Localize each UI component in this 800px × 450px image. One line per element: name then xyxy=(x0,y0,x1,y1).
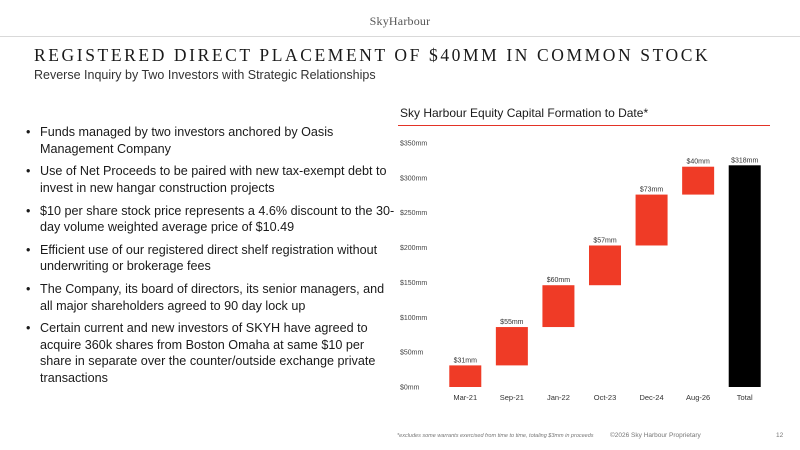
bar-data-label: $40mm xyxy=(686,159,710,166)
bar-data-label: $31mm xyxy=(454,357,478,364)
y-tick-label: $200mm xyxy=(400,245,427,252)
copyright-notice: ©2026 Sky Harbour Proprietary xyxy=(610,432,701,439)
bar-data-label: $318mm xyxy=(731,157,758,164)
waterfall-bar xyxy=(589,245,621,286)
x-tick-label: Mar-21 xyxy=(453,393,477,402)
x-tick-label: Total xyxy=(737,393,753,402)
bullet-item: Certain current and new investors of SKY… xyxy=(24,320,396,386)
footnote: *excludes some warrants exercised from t… xyxy=(397,433,594,439)
waterfall-bar xyxy=(635,194,668,246)
page-subtitle: Reverse Inquiry by Two Investors with St… xyxy=(34,68,376,82)
waterfall-bar xyxy=(542,285,575,328)
chart-title-underline xyxy=(398,125,770,126)
page-title: REGISTERED DIRECT PLACEMENT OF $40MM IN … xyxy=(34,45,711,65)
x-tick-label: Sep-21 xyxy=(500,393,524,402)
bullet-item: Funds managed by two investors anchored … xyxy=(24,124,396,157)
total-bar xyxy=(728,165,761,387)
page-number: 12 xyxy=(776,432,784,439)
bullet-item: Efficient use of our registered direct s… xyxy=(24,242,396,275)
y-tick-label: $350mm xyxy=(400,141,427,148)
y-tick-label: $50mm xyxy=(400,350,424,357)
x-tick-label: Jan-22 xyxy=(547,393,570,402)
bar-data-label: $73mm xyxy=(640,187,664,194)
header-divider xyxy=(0,36,800,37)
x-tick-label: Aug-26 xyxy=(686,393,710,402)
bullet-item: Use of Net Proceeds to be paired with ne… xyxy=(24,163,396,196)
company-logo: SkyHarbour xyxy=(369,14,431,28)
y-tick-label: $150mm xyxy=(400,280,427,287)
bullet-item: $10 per share stock price represents a 4… xyxy=(24,203,396,236)
y-tick-label: $300mm xyxy=(400,175,427,182)
y-tick-label: $0mm xyxy=(400,385,420,392)
y-tick-label: $100mm xyxy=(400,315,427,322)
waterfall-bar xyxy=(449,365,482,387)
bullet-list: Funds managed by two investors anchored … xyxy=(24,124,396,393)
chart-title: Sky Harbour Equity Capital Formation to … xyxy=(400,106,649,120)
bar-data-label: $60mm xyxy=(547,277,571,284)
waterfall-chart: $0mm $50mm $100mm $150mm $200mm $250mm $300mm $… xyxy=(400,141,761,402)
y-tick-label: $250mm xyxy=(400,210,427,217)
bar-data-label: $57mm xyxy=(593,237,617,244)
x-tick-label: Dec-24 xyxy=(639,393,663,402)
x-tick-label: Oct-23 xyxy=(594,393,617,402)
bullet-item: The Company, its board of directors, its… xyxy=(24,281,396,314)
waterfall-bar xyxy=(495,327,528,366)
bar-data-label: $55mm xyxy=(500,319,524,326)
waterfall-bar xyxy=(682,166,715,195)
